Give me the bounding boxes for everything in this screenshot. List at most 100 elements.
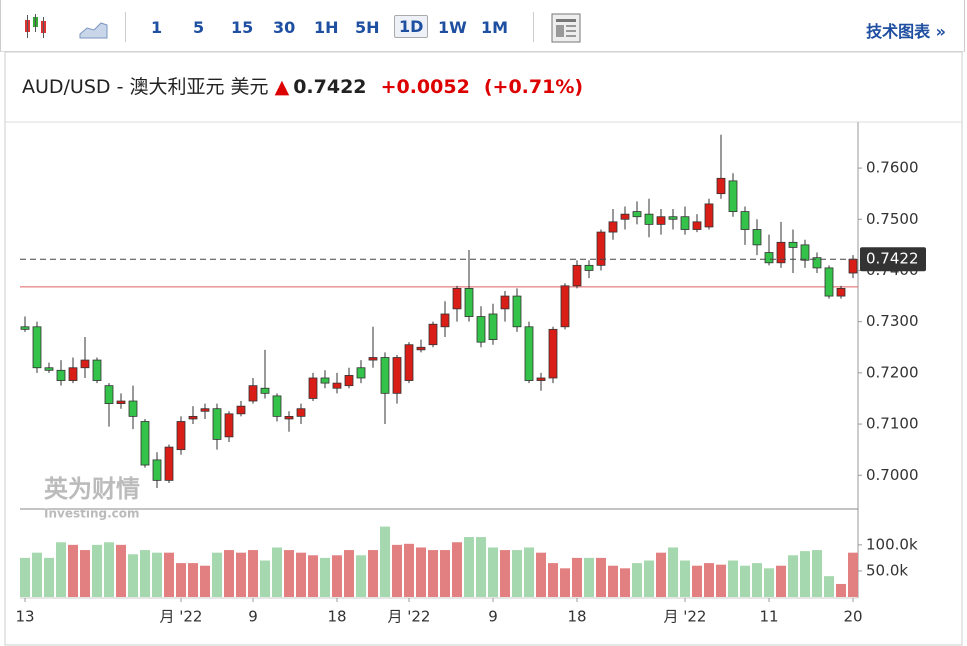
quote-header: AUD/USD - 澳大利亚元 美元 ▲ 0.7422 +0.0052 (+0.7… (22, 72, 583, 99)
volume-bar (608, 565, 618, 597)
candle-body (500, 295, 510, 310)
volume-bar (488, 547, 498, 597)
candle-body (848, 258, 858, 274)
x-tick-label: 18 (567, 608, 586, 626)
candle-body (392, 357, 402, 394)
volume-bar (332, 555, 342, 597)
candle-body (344, 375, 354, 387)
volume-bar (212, 552, 222, 597)
candle-body (116, 400, 126, 404)
interval[interactable]: 1W (438, 18, 467, 37)
technical-chart-link[interactable]: 技术图表 » (866, 22, 946, 41)
candle-body (212, 408, 222, 440)
candle-body (692, 221, 702, 230)
candle-body (512, 295, 522, 328)
candle-body (320, 377, 330, 384)
interval[interactable]: 1 (151, 18, 163, 37)
interval[interactable]: 1H (314, 18, 339, 37)
candle-body (752, 229, 762, 246)
volume-bar (56, 542, 66, 597)
candle-body (644, 213, 654, 225)
candle-icon[interactable] (21, 12, 51, 42)
volume-bar (140, 550, 150, 597)
table-icon[interactable] (551, 13, 581, 43)
y-tick-label: 0.7400 (866, 261, 919, 279)
candle-body (704, 203, 714, 228)
volume-bar (200, 565, 210, 597)
x-tick-label: 13 (15, 608, 34, 626)
interval[interactable]: 1D (394, 15, 429, 38)
volume-bar (248, 550, 258, 597)
candle-body (164, 446, 174, 481)
volume-bar (164, 552, 174, 597)
y-tick-label: 0.7500 (866, 210, 919, 228)
volume-bar (668, 547, 678, 597)
candle-body (584, 264, 594, 271)
x-tick-label: 9 (488, 608, 498, 626)
volume-bar (692, 565, 702, 597)
volume-bar (260, 560, 270, 597)
volume-bar (476, 537, 486, 597)
volume-bar (824, 576, 834, 597)
y2-tick-label: 100.0k (866, 535, 918, 553)
candle-body (56, 369, 66, 381)
candle-body (152, 459, 162, 481)
candle-body (836, 287, 846, 297)
candle-body (176, 421, 186, 451)
candle-body (452, 287, 462, 310)
x-tick-label: 月 '22 (664, 608, 707, 626)
volume-bar (380, 526, 390, 597)
symbol: AUD/USD - 澳大利亚元 美元 (22, 76, 269, 98)
candle-body (428, 323, 438, 346)
candle-body (476, 316, 486, 343)
volume-bar (224, 550, 234, 597)
volume-bar (176, 563, 186, 597)
y-tick-label: 0.7000 (866, 466, 919, 484)
candle-body (332, 382, 342, 389)
volume-bar (524, 547, 534, 597)
candle-body (128, 400, 138, 417)
volume-bar (116, 544, 126, 597)
volume-bar (404, 543, 414, 597)
volume-bar (20, 557, 30, 597)
candle-body (32, 326, 42, 369)
x-tick-label: 11 (759, 608, 778, 626)
candle-body (524, 326, 534, 381)
volume-bar (44, 557, 54, 597)
volume-bar (356, 555, 366, 597)
area-icon[interactable] (79, 16, 109, 40)
y-tick-label: 0.7200 (866, 363, 919, 381)
candle-body (380, 357, 390, 394)
interval[interactable]: 5 (193, 18, 205, 37)
volume-bar (536, 552, 546, 597)
interval[interactable]: 15 (231, 18, 254, 37)
volume-bar (728, 560, 738, 597)
interval[interactable]: 5H (355, 18, 380, 37)
volume-bar (416, 547, 426, 597)
candle-body (764, 252, 774, 264)
volume-bar (812, 550, 822, 597)
candle-body (788, 241, 798, 248)
y-tick-label: 0.7600 (866, 159, 919, 177)
volume-bar (704, 563, 714, 597)
interval[interactable]: 1M (481, 18, 509, 37)
up-arrow: ▲ (274, 76, 290, 98)
candle-body (620, 213, 630, 220)
volume-bar (368, 550, 378, 597)
price: 0.7422 (293, 76, 367, 98)
volume-bar (620, 568, 630, 597)
candle-body (800, 244, 810, 261)
volume-bar (80, 550, 90, 597)
volume-bar (644, 560, 654, 597)
interval[interactable]: 30 (273, 18, 296, 37)
volume-bar (272, 547, 282, 597)
candle-body (296, 408, 306, 417)
candle-body (356, 367, 366, 379)
candle-body (416, 346, 426, 351)
candle-body (668, 216, 678, 220)
watermark: 英为财情 (44, 475, 140, 503)
volume-bar (344, 550, 354, 597)
volume-bar (680, 560, 690, 597)
y-tick-label: 0.7100 (866, 415, 919, 433)
